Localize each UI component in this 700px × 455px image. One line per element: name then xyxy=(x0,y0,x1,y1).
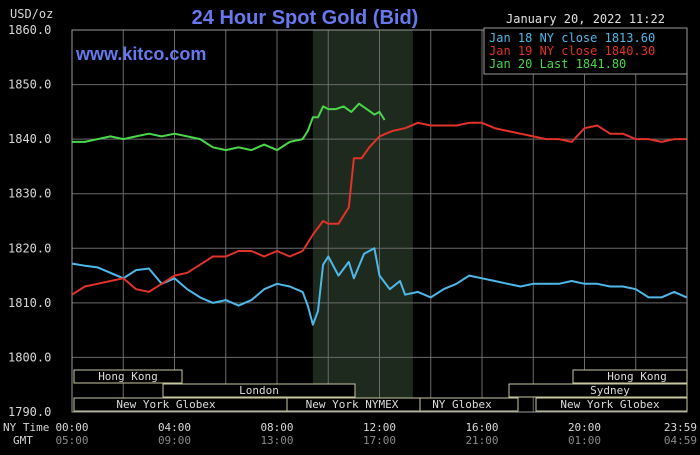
x-tick-label-ny: 00:00 xyxy=(55,421,88,434)
timestamp: January 20, 2022 11:22 xyxy=(506,12,665,26)
series-jan18 xyxy=(71,247,688,326)
x-tick-label-gmt: 01:00 xyxy=(568,434,601,447)
y-tick-label: 1840.0 xyxy=(8,132,51,146)
x-tick-label-gmt: 09:00 xyxy=(158,434,191,447)
session-london-box xyxy=(162,383,356,398)
legend-entry-jan18: Jan 18 NY close 1813.60 xyxy=(489,31,655,45)
x-tick-label-ny: 20:00 xyxy=(568,421,601,434)
x-tick-label-ny: 23:59 xyxy=(664,421,697,434)
y-tick-label: 1800.0 xyxy=(8,350,51,364)
y-tick-label: 1860.0 xyxy=(8,23,51,37)
legend: Jan 18 NY close 1813.60 Jan 19 NY close … xyxy=(483,27,688,75)
session-ny-globex-box xyxy=(419,397,519,412)
y-tick-label: 1820.0 xyxy=(8,241,51,255)
y-tick-label: 1790.0 xyxy=(8,405,51,419)
nymex-hours-band xyxy=(312,30,413,412)
session-globex-2-box xyxy=(535,397,688,412)
session-hong-kong-2: Hong Kong xyxy=(607,370,667,383)
y-tick-label: 1830.0 xyxy=(8,187,51,201)
market-sessions: Hong Kong London New York Globex New Yor… xyxy=(73,369,688,412)
legend-entry-jan20: Jan 20 Last 1841.80 xyxy=(489,57,626,71)
session-new-york-globex-2: New York Globex xyxy=(560,398,660,411)
session-sydney: Sydney xyxy=(590,384,630,397)
y-axis: 1790.0 1800.0 1810.0 1820.0 1830.0 1840.0 1850… xyxy=(8,23,51,419)
ny-time-label: NY Time xyxy=(3,421,49,434)
session-hong-kong-1-box xyxy=(73,369,183,384)
x-tick-label-gmt: 05:00 xyxy=(55,434,88,447)
session-hong-kong-1: Hong Kong xyxy=(98,370,158,383)
x-tick-label-gmt: 13:00 xyxy=(260,434,293,447)
x-tick-label-ny: 16:00 xyxy=(465,421,498,434)
y-tick-label: 1850.0 xyxy=(8,78,51,92)
x-tick-label-gmt: 17:00 xyxy=(363,434,396,447)
series-layer xyxy=(71,102,688,326)
watermark: www.kitco.com xyxy=(75,44,206,64)
gmt-label: GMT xyxy=(13,434,33,447)
session-hong-kong-2-box xyxy=(572,369,688,384)
x-tick-label-gmt: 04:59 xyxy=(664,434,697,447)
legend-box xyxy=(483,27,688,75)
series-jan19 xyxy=(71,121,687,296)
session-sydney-box xyxy=(508,383,688,398)
x-tick-label-ny: 12:00 xyxy=(363,421,396,434)
session-london: London xyxy=(239,384,279,397)
session-new-york-globex-1: New York Globex xyxy=(116,398,216,411)
session-ny-globex: NY Globex xyxy=(432,398,492,411)
x-tick-label-ny: 04:00 xyxy=(158,421,191,434)
chart-title: 24 Hour Spot Gold (Bid) xyxy=(192,7,419,29)
y-tick-label: 1810.0 xyxy=(8,296,51,310)
series-jan20 xyxy=(72,102,386,152)
x-tick-label-ny: 08:00 xyxy=(260,421,293,434)
unit-label: USD/oz xyxy=(10,7,53,21)
plot-border xyxy=(71,29,688,413)
legend-entry-jan19: Jan 19 NY close 1840.30 xyxy=(489,44,655,58)
x-tick-label-gmt: 21:00 xyxy=(465,434,498,447)
session-new-york-nymex: New York NYMEX xyxy=(306,398,399,411)
